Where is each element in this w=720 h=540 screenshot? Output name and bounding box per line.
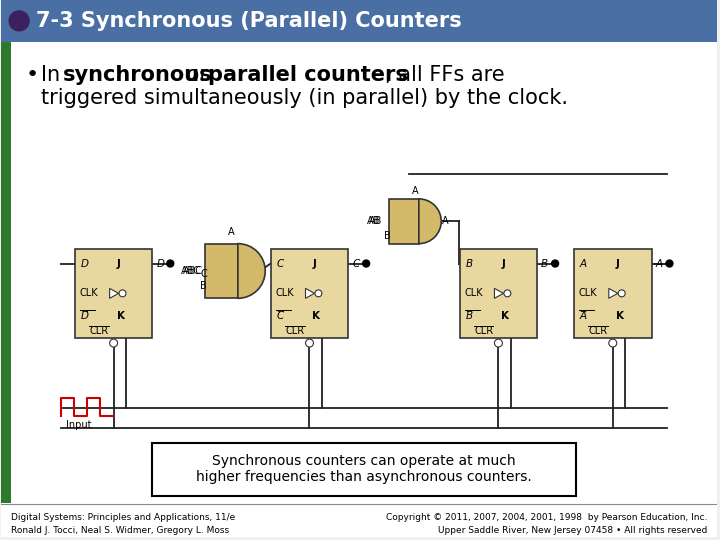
FancyBboxPatch shape	[389, 199, 419, 244]
Text: B: B	[541, 259, 549, 268]
Text: Copyright © 2011, 2007, 2004, 2001, 1998  by Pearson Education, Inc.
Upper Saddl: Copyright © 2011, 2007, 2004, 2001, 1998…	[386, 513, 707, 535]
Circle shape	[609, 339, 617, 347]
Text: D: D	[156, 259, 164, 268]
Circle shape	[167, 260, 174, 267]
Text: A: A	[442, 216, 449, 226]
FancyBboxPatch shape	[1, 42, 11, 537]
Text: K: K	[117, 311, 125, 321]
Circle shape	[315, 290, 322, 297]
Text: D: D	[81, 259, 89, 268]
Circle shape	[552, 260, 559, 267]
Text: CLR: CLR	[286, 326, 305, 336]
Text: Input: Input	[66, 420, 91, 430]
Text: , all FFs are: , all FFs are	[385, 65, 505, 85]
Text: C: C	[276, 259, 284, 268]
Text: Digital Systems: Principles and Applications, 11/e
Ronald J. Tocci, Neal S. Widm: Digital Systems: Principles and Applicat…	[11, 513, 235, 535]
Text: 7-3 Synchronous (Parallel) Counters: 7-3 Synchronous (Parallel) Counters	[36, 11, 462, 31]
Text: B: B	[384, 231, 391, 241]
Circle shape	[305, 339, 313, 347]
Text: or: or	[180, 65, 215, 85]
Text: •: •	[26, 65, 40, 85]
FancyBboxPatch shape	[574, 248, 652, 338]
Text: A: A	[655, 259, 662, 268]
Polygon shape	[609, 288, 618, 298]
Text: CLK: CLK	[579, 288, 598, 299]
Text: CLR: CLR	[589, 326, 608, 336]
Text: ABC: ABC	[181, 266, 201, 276]
Circle shape	[618, 290, 625, 297]
Text: A̅: A̅	[580, 311, 587, 321]
FancyBboxPatch shape	[75, 248, 153, 338]
Text: B̅: B̅	[466, 311, 473, 321]
Polygon shape	[495, 288, 503, 298]
Text: CLK: CLK	[464, 288, 483, 299]
Text: CLR: CLR	[474, 326, 494, 336]
Text: synchronous: synchronous	[63, 65, 212, 85]
Wedge shape	[238, 244, 265, 298]
Text: AB: AB	[369, 216, 382, 226]
Text: CLR: CLR	[90, 326, 109, 336]
Text: J: J	[117, 259, 120, 268]
Text: B: B	[466, 259, 473, 268]
FancyBboxPatch shape	[271, 248, 348, 338]
Text: CLK: CLK	[276, 288, 294, 299]
Text: J: J	[501, 259, 505, 268]
FancyBboxPatch shape	[153, 442, 576, 496]
FancyBboxPatch shape	[11, 42, 717, 537]
Text: K: K	[501, 311, 510, 321]
Text: C̅: C̅	[276, 311, 284, 321]
FancyBboxPatch shape	[459, 248, 537, 338]
Text: B: B	[200, 281, 207, 292]
Circle shape	[119, 290, 126, 297]
Polygon shape	[109, 288, 119, 298]
Circle shape	[363, 260, 369, 267]
Text: K: K	[616, 311, 624, 321]
Text: D̅: D̅	[81, 311, 89, 321]
Circle shape	[495, 339, 503, 347]
FancyBboxPatch shape	[1, 0, 717, 42]
Circle shape	[504, 290, 511, 297]
Text: parallel counters: parallel counters	[208, 65, 408, 85]
Text: A: A	[228, 227, 234, 237]
Text: CLK: CLK	[80, 288, 99, 299]
Text: A: A	[580, 259, 587, 268]
Circle shape	[9, 11, 29, 31]
Text: J: J	[312, 259, 316, 268]
Text: Synchronous counters can operate at much
higher frequencies than asynchronous co: Synchronous counters can operate at much…	[197, 454, 532, 484]
Text: J: J	[616, 259, 620, 268]
Text: A: A	[412, 186, 418, 196]
Text: triggered simultaneously (in parallel) by the clock.: triggered simultaneously (in parallel) b…	[41, 87, 568, 107]
Text: K: K	[312, 311, 320, 321]
Text: AB: AB	[367, 216, 381, 226]
FancyBboxPatch shape	[1, 503, 717, 537]
Text: In: In	[41, 65, 67, 85]
Polygon shape	[305, 288, 315, 298]
FancyBboxPatch shape	[205, 244, 238, 298]
Circle shape	[109, 339, 117, 347]
Text: ABC: ABC	[183, 266, 203, 276]
Text: C: C	[200, 269, 207, 280]
Circle shape	[666, 260, 673, 267]
Text: C: C	[352, 259, 359, 268]
Wedge shape	[419, 199, 441, 244]
